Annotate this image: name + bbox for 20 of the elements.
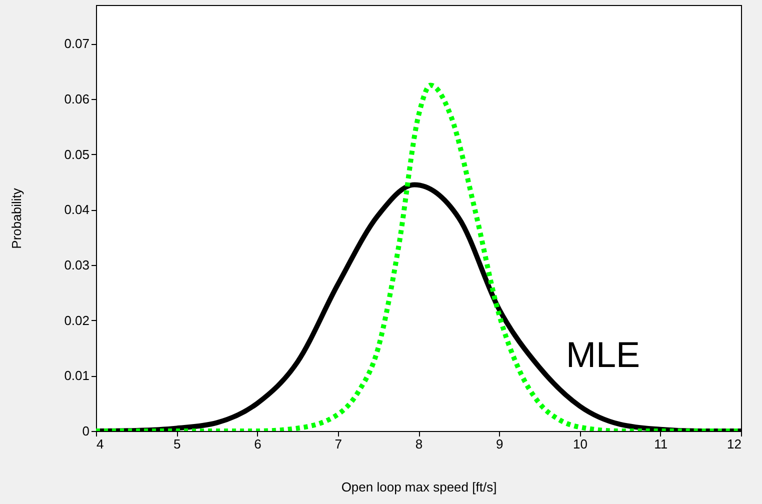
y-tick-label: 0.03 (64, 258, 90, 273)
y-axis-title: Probability (9, 188, 24, 249)
y-tick-label: 0 (82, 424, 90, 438)
y-tick-label: 0.02 (64, 312, 90, 328)
annotation: MLE (566, 334, 640, 375)
y-tick-label: 0.04 (64, 202, 90, 218)
x-tick-label: 9 (496, 436, 504, 452)
x-tick-label: 12 (727, 436, 742, 452)
x-tick-label: 10 (573, 436, 588, 452)
x-tick-label: 11 (654, 436, 668, 452)
x-tick-label: 4 (96, 436, 104, 452)
y-tick-label: 0.05 (64, 146, 90, 162)
x-tick-label: 5 (174, 436, 181, 452)
y-tick-label: 0.06 (64, 92, 90, 107)
x-tick-label: 7 (334, 436, 342, 452)
x-tick-label: 6 (254, 436, 262, 452)
x-axis-title: Open loop max speed [ft/s] (341, 480, 497, 494)
y-tick-label: 0.07 (64, 36, 90, 52)
x-tick-label: 8 (415, 436, 423, 452)
y-tick-label: 0.01 (64, 368, 90, 384)
